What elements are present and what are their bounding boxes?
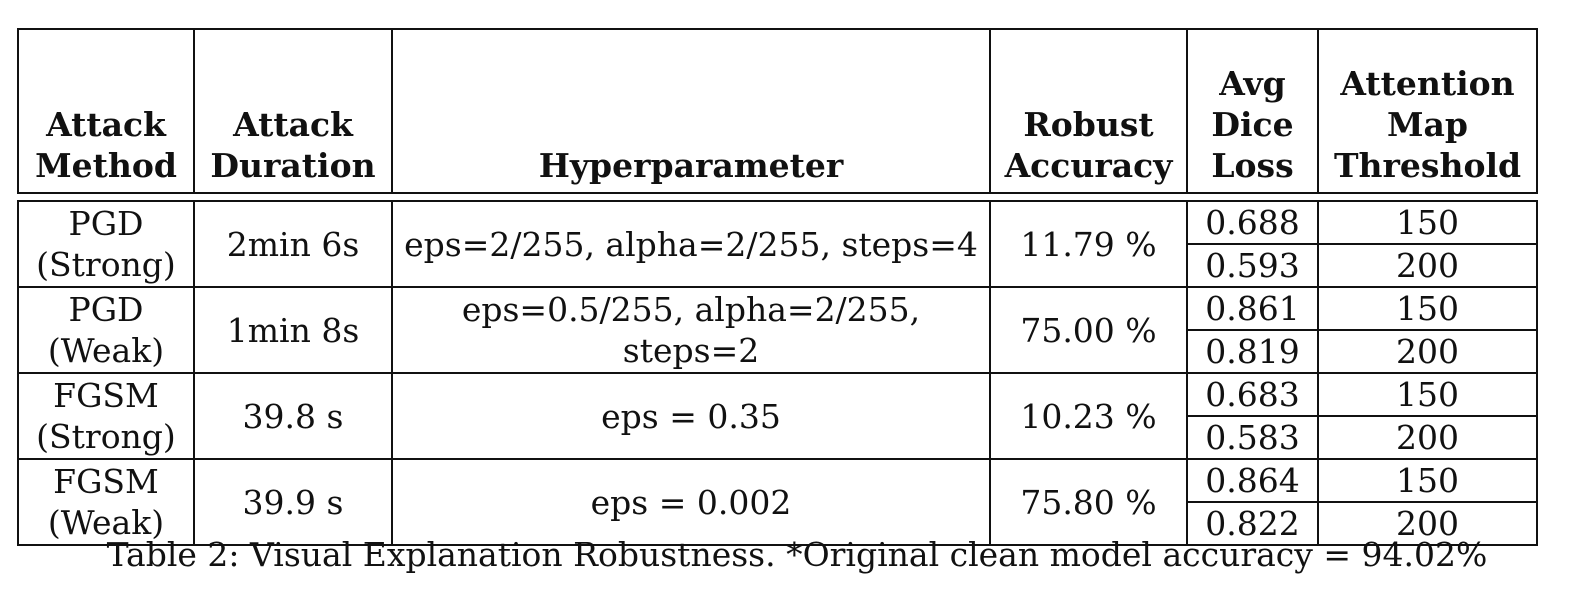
- header-robust-accuracy: Robust Accuracy: [989, 28, 1188, 194]
- threshold-cell: 150: [1317, 458, 1538, 503]
- dice-loss-cell: 0.864: [1186, 458, 1319, 503]
- threshold-cell: 150: [1317, 286, 1538, 331]
- threshold-cell: 200: [1317, 501, 1538, 546]
- method-name: PGD: [68, 204, 144, 243]
- hyperparameter-cell: eps=0.5/255, alpha=2/255, steps=2: [391, 286, 991, 374]
- threshold-cell: 150: [1317, 200, 1538, 245]
- dice-loss-cell: 0.822: [1186, 501, 1319, 546]
- method-name: FGSM: [53, 376, 159, 415]
- table-row: PGD (Strong) 2min 6s eps=2/255, alpha=2/…: [17, 200, 1538, 288]
- header-row: Attack Method Attack Duration Hyperparam…: [17, 28, 1538, 194]
- table-subrow: 0.822 200: [18, 501, 1538, 546]
- robust-accuracy-cell: 11.79 %: [989, 200, 1188, 288]
- header-line: Accuracy: [1004, 146, 1173, 185]
- header-hyperparameter: Hyperparameter: [391, 28, 991, 194]
- table-row: FGSM (Weak) 39.9 s eps = 0.002 75.80 % 0…: [17, 458, 1538, 546]
- header-line: Avg: [1219, 64, 1286, 103]
- dice-loss-cell: 0.593: [1186, 243, 1319, 288]
- attack-method-cell: FGSM (Strong): [17, 372, 195, 460]
- header-gap: [18, 192, 1537, 202]
- header-line: Attention: [1340, 64, 1515, 103]
- header-attack-method: Attack Method: [17, 28, 195, 194]
- hyperparameter-cell: eps = 0.002: [391, 458, 991, 546]
- hyperparameter-cell: eps=2/255, alpha=2/255, steps=4: [391, 200, 991, 288]
- threshold-cell: 200: [1317, 415, 1538, 460]
- attack-method-cell: PGD (Weak): [17, 286, 195, 374]
- table-subrow: 0.583 200: [18, 415, 1538, 460]
- header-line: Map: [1387, 105, 1468, 144]
- header-attack-duration: Attack Duration: [193, 28, 393, 194]
- threshold-cell: 200: [1317, 329, 1538, 374]
- attack-method-cell: FGSM (Weak): [17, 458, 195, 546]
- hyperparameter-cell: eps = 0.35: [391, 372, 991, 460]
- header-line: Hyperparameter: [538, 146, 844, 185]
- header-line: Method: [35, 146, 177, 185]
- method-strength: (Weak): [47, 503, 165, 542]
- header-line: Attack: [46, 105, 166, 144]
- attack-method-cell: PGD (Strong): [17, 200, 195, 288]
- header-line: Loss: [1211, 146, 1294, 185]
- threshold-cell: 150: [1317, 372, 1538, 417]
- dice-loss-cell: 0.583: [1186, 415, 1319, 460]
- robust-accuracy-cell: 75.80 %: [989, 458, 1188, 546]
- header-line: Threshold: [1333, 146, 1522, 185]
- table-row: PGD (Weak) 1min 8s eps=0.5/255, alpha=2/…: [17, 286, 1538, 374]
- header-line: Attack: [233, 105, 353, 144]
- method-strength: (Strong): [36, 417, 176, 456]
- attack-duration-cell: 39.9 s: [193, 458, 393, 546]
- attack-duration-cell: 39.8 s: [193, 372, 393, 460]
- robustness-table: Attack Method Attack Duration Hyperparam…: [17, 28, 1538, 546]
- dice-loss-cell: 0.861: [1186, 286, 1319, 331]
- header-avg-dice-loss: Avg Dice Loss: [1186, 28, 1319, 194]
- attack-duration-cell: 2min 6s: [193, 200, 393, 288]
- gap-cell: [18, 192, 1537, 202]
- robust-accuracy-cell: 10.23 %: [989, 372, 1188, 460]
- table-subrow: 0.819 200: [18, 329, 1538, 374]
- method-name: PGD: [68, 290, 144, 329]
- robust-accuracy-cell: 75.00 %: [989, 286, 1188, 374]
- table-subrow: 0.593 200: [18, 243, 1538, 288]
- method-strength: (Weak): [47, 331, 165, 370]
- header-line: Duration: [210, 146, 376, 185]
- table-row: FGSM (Strong) 39.8 s eps = 0.35 10.23 % …: [17, 372, 1538, 460]
- header-line: Robust: [1023, 105, 1154, 144]
- method-name: FGSM: [53, 462, 159, 501]
- results-table-container: Attack Method Attack Duration Hyperparam…: [17, 28, 1538, 546]
- dice-loss-cell: 0.819: [1186, 329, 1319, 374]
- dice-loss-cell: 0.683: [1186, 372, 1319, 417]
- method-strength: (Strong): [36, 245, 176, 284]
- table-caption: Table 2: Visual Explanation Robustness. …: [106, 535, 1488, 574]
- header-attention-threshold: Attention Map Threshold: [1317, 28, 1538, 194]
- header-line: Dice: [1211, 105, 1294, 144]
- dice-loss-cell: 0.688: [1186, 200, 1319, 245]
- attack-duration-cell: 1min 8s: [193, 286, 393, 374]
- threshold-cell: 200: [1317, 243, 1538, 288]
